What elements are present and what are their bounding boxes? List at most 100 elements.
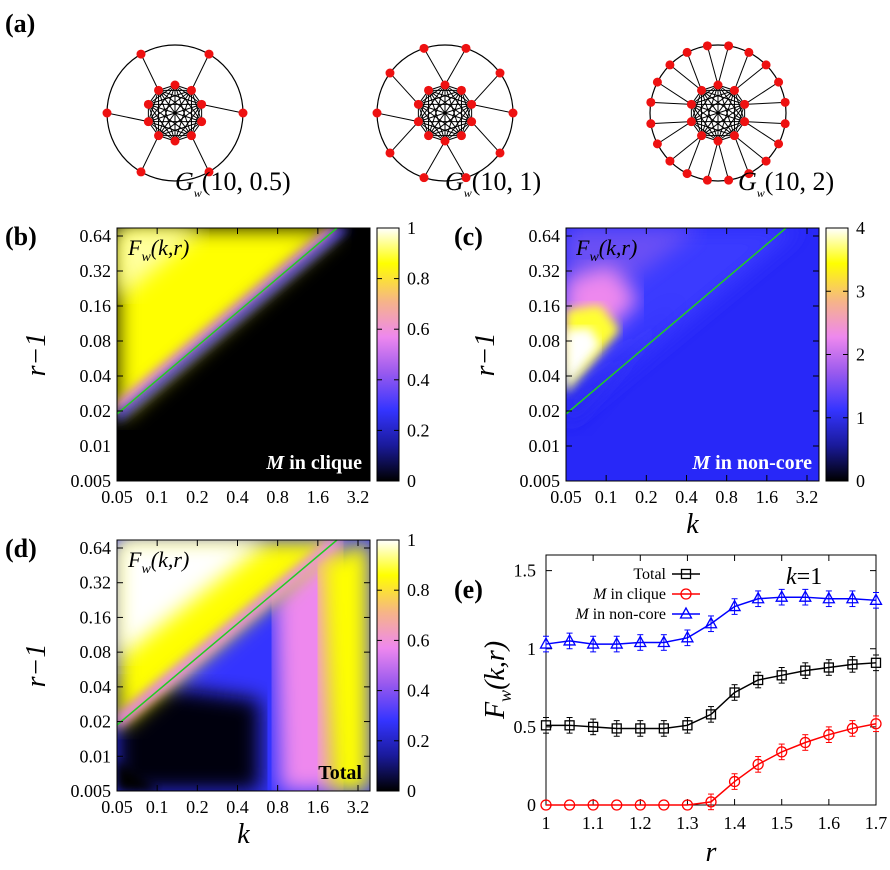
core-node [186, 85, 196, 95]
spoke-edge [744, 121, 779, 145]
clique-edge [701, 90, 719, 142]
core-node [170, 80, 180, 90]
x-tick-label: 0.8 [715, 487, 738, 507]
clique-edge [417, 104, 430, 136]
core-node [143, 117, 153, 127]
spoke-edge [717, 45, 730, 86]
spoke-edge [140, 135, 159, 173]
outer-node [646, 119, 656, 129]
data-point [751, 591, 765, 604]
clique-edge [690, 104, 703, 136]
core-node [713, 80, 723, 90]
graph-2 [372, 43, 518, 183]
spoke-edge [744, 81, 779, 105]
legend-label: M in non-core [574, 606, 666, 623]
outer-node [385, 148, 395, 158]
outer-node [652, 77, 662, 87]
outer-node [461, 173, 471, 183]
core-node [154, 131, 164, 141]
clique-edge [147, 104, 176, 142]
graph-1 [102, 44, 248, 182]
graph-3 [646, 41, 790, 185]
heatmap-c: Fw(k,r) M in non-core [565, 227, 820, 482]
y-tick-label: 0.04 [80, 677, 112, 697]
colorbar-tick-label: 0.6 [407, 630, 430, 650]
clique-edge [147, 104, 160, 136]
colorbar-b: 1 0.8 0.6 0.4 0.2 0 [376, 218, 430, 491]
series-line [546, 723, 877, 806]
x-tick-label: 0.2 [635, 487, 658, 507]
spoke-edge [191, 53, 210, 91]
outer-node [372, 108, 382, 118]
spoke-edge [191, 135, 210, 173]
spoke-edge [471, 103, 514, 114]
outer-node [682, 169, 692, 179]
y-tick-label: 0.16 [529, 296, 561, 316]
data-point [869, 592, 883, 605]
outer-node [508, 108, 518, 118]
outer-node [646, 97, 656, 107]
y-tick-label: 0.005 [71, 471, 112, 491]
data-point [728, 775, 741, 788]
spoke-edge [140, 53, 159, 91]
spoke-edge [423, 140, 446, 178]
outer-node [136, 49, 146, 59]
data-point [681, 799, 694, 811]
clique-edge [428, 90, 446, 142]
clique-edge [701, 89, 745, 105]
y-tick-label: 0.04 [529, 366, 561, 386]
inlabel-b: M in clique [265, 452, 362, 474]
outer-node [385, 68, 395, 78]
colorbar-tick-label: 0.8 [407, 269, 430, 289]
y-tick-label: 0.64 [80, 538, 112, 558]
outer-node [780, 119, 790, 129]
outer-node [419, 43, 429, 53]
clique-edge [691, 121, 719, 142]
core-node [424, 131, 434, 141]
x-tick-label: 1.2 [629, 813, 652, 833]
clique-edge [428, 89, 472, 105]
data-point [822, 591, 836, 604]
outer-node [136, 167, 146, 177]
colorbar-tick-label: 3 [856, 281, 865, 301]
x-tick-label: 0.2 [186, 797, 209, 817]
svg-text:Gw(10, 1): Gw(10, 1) [445, 167, 541, 200]
y-tick-label: 0.08 [529, 331, 561, 351]
data-point [729, 687, 740, 698]
data-point [563, 799, 576, 811]
colorbar-tick-label: 0 [407, 471, 416, 491]
clique-edge [701, 90, 735, 136]
core-node [467, 117, 477, 127]
clique-edge [158, 90, 192, 136]
graph-label-3: Gw(10, 2) [738, 167, 834, 200]
outer-node [238, 108, 248, 118]
clique-edge [148, 121, 176, 142]
y-tick-label: 1.5 [514, 561, 537, 581]
spoke-edge [686, 135, 703, 174]
panel-label-c: (c) [454, 222, 483, 251]
core-node [467, 99, 477, 109]
data-point [705, 796, 717, 808]
clique-edge [428, 90, 462, 136]
core-node [143, 99, 153, 109]
series-1 [540, 654, 882, 737]
core-node [413, 117, 423, 127]
clique-edge [417, 90, 430, 122]
data-point [680, 588, 692, 600]
clique-edge [690, 84, 719, 122]
y-axis-label: r−1 [21, 644, 52, 688]
series-3 [539, 588, 883, 653]
colorbar-tick-label: 2 [856, 345, 865, 365]
spoke-edge [471, 72, 501, 105]
outer-node [702, 175, 712, 185]
data-point [752, 674, 764, 686]
spoke-edge [376, 112, 419, 123]
spoke-edge [423, 48, 446, 86]
clique-edge [417, 84, 446, 122]
x-tick-label: 1.6 [818, 813, 841, 833]
y-tick-label: 0.01 [80, 746, 112, 766]
data-point [611, 799, 623, 811]
outer-node [204, 167, 214, 177]
